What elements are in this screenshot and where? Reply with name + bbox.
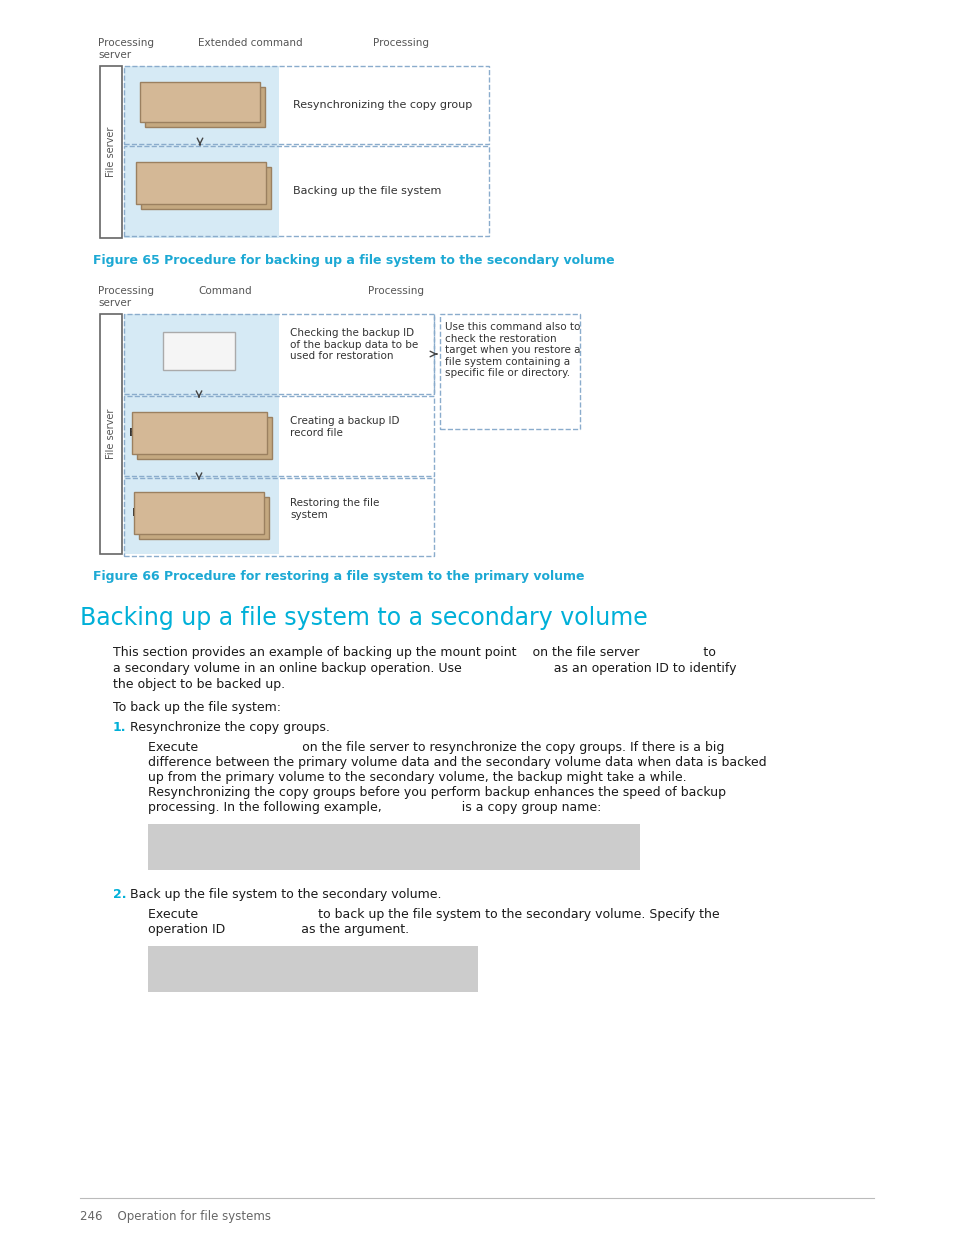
Bar bbox=[148, 946, 477, 992]
Bar bbox=[137, 417, 272, 459]
Text: Processing
server: Processing server bbox=[98, 287, 153, 308]
Bar bbox=[132, 412, 267, 454]
Text: This section provides an example of backing up the mount point    on the file se: This section provides an example of back… bbox=[112, 646, 715, 659]
Bar bbox=[100, 314, 122, 555]
Text: File server: File server bbox=[106, 409, 116, 459]
Text: EX_DRM_RESYNC: EX_DRM_RESYNC bbox=[147, 96, 253, 107]
Text: To back up the file system:: To back up the file system: bbox=[112, 701, 281, 714]
Bar bbox=[133, 492, 264, 534]
Text: File server: File server bbox=[106, 127, 116, 177]
Text: Processing: Processing bbox=[368, 287, 423, 296]
Text: processing. In the following example,                    is a copy group name:: processing. In the following example, is… bbox=[148, 802, 600, 814]
Text: operation ID                   as the argument.: operation ID as the argument. bbox=[148, 923, 409, 936]
Text: Resynchronizing the copy groups before you perform backup enhances the speed of : Resynchronizing the copy groups before y… bbox=[148, 785, 725, 799]
Text: Figure 66 Procedure for restoring a file system to the primary volume: Figure 66 Procedure for restoring a file… bbox=[92, 571, 584, 583]
Bar bbox=[140, 82, 260, 122]
Text: Execute                          on the file server to resynchronize the copy gr: Execute on the file server to resynchron… bbox=[148, 741, 723, 755]
Bar bbox=[124, 146, 489, 236]
Text: Execute                              to back up the file system to the secondary: Execute to back up the file system to th… bbox=[148, 908, 719, 921]
Text: EX_DRM_FS_BACKUP: EX_DRM_FS_BACKUP bbox=[137, 178, 265, 188]
Text: 1.: 1. bbox=[112, 721, 127, 734]
Text: up from the primary volume to the secondary volume, the backup might take a whil: up from the primary volume to the second… bbox=[148, 771, 686, 784]
Text: Processing
server: Processing server bbox=[98, 38, 153, 59]
Bar bbox=[124, 314, 434, 394]
Text: Creating a backup ID
record file: Creating a backup ID record file bbox=[290, 416, 399, 437]
Text: Checking the backup ID
of the backup data to be
used for restoration: Checking the backup ID of the backup dat… bbox=[290, 329, 417, 361]
Text: EX_DRM_FS_RESTORE: EX_DRM_FS_RESTORE bbox=[132, 508, 266, 519]
Bar bbox=[124, 65, 489, 144]
Bar bbox=[439, 314, 579, 429]
Bar bbox=[100, 65, 122, 238]
Bar bbox=[148, 824, 639, 869]
Text: difference between the primary volume data and the secondary volume data when da: difference between the primary volume da… bbox=[148, 756, 766, 769]
Text: Resynchronizing the copy group: Resynchronizing the copy group bbox=[293, 100, 472, 110]
Bar bbox=[124, 478, 434, 556]
Text: Backing up a file system to a secondary volume: Backing up a file system to a secondary … bbox=[80, 606, 647, 630]
Text: 246    Operation for file systems: 246 Operation for file systems bbox=[80, 1210, 271, 1223]
Bar bbox=[124, 65, 278, 238]
Bar bbox=[145, 86, 265, 127]
Text: drmlscat: drmlscat bbox=[174, 346, 223, 356]
Text: Command: Command bbox=[198, 287, 252, 296]
Bar bbox=[136, 162, 266, 204]
Text: a secondary volume in an online backup operation. Use                       as a: a secondary volume in an online backup o… bbox=[112, 662, 736, 676]
Text: Backing up the file system: Backing up the file system bbox=[293, 186, 441, 196]
Bar bbox=[124, 396, 434, 475]
Text: Resynchronize the copy groups.: Resynchronize the copy groups. bbox=[130, 721, 330, 734]
Bar bbox=[141, 167, 271, 209]
Text: the object to be backed up.: the object to be backed up. bbox=[112, 678, 285, 692]
Bar bbox=[124, 314, 278, 555]
Text: Figure 65 Procedure for backing up a file system to the secondary volume: Figure 65 Procedure for backing up a fil… bbox=[92, 254, 614, 267]
Text: Use this command also to
check the restoration
target when you restore a
file sy: Use this command also to check the resto… bbox=[444, 322, 579, 378]
Text: Back up the file system to the secondary volume.: Back up the file system to the secondary… bbox=[130, 888, 441, 902]
Text: Restoring the file
system: Restoring the file system bbox=[290, 498, 379, 520]
Bar bbox=[139, 496, 269, 538]
Text: Extended command: Extended command bbox=[198, 38, 302, 48]
Text: 2.: 2. bbox=[112, 888, 127, 902]
Bar bbox=[163, 332, 234, 370]
Text: Processing: Processing bbox=[373, 38, 429, 48]
Text: EX_DRM_BACKUPID_SET: EX_DRM_BACKUPID_SET bbox=[129, 427, 269, 438]
